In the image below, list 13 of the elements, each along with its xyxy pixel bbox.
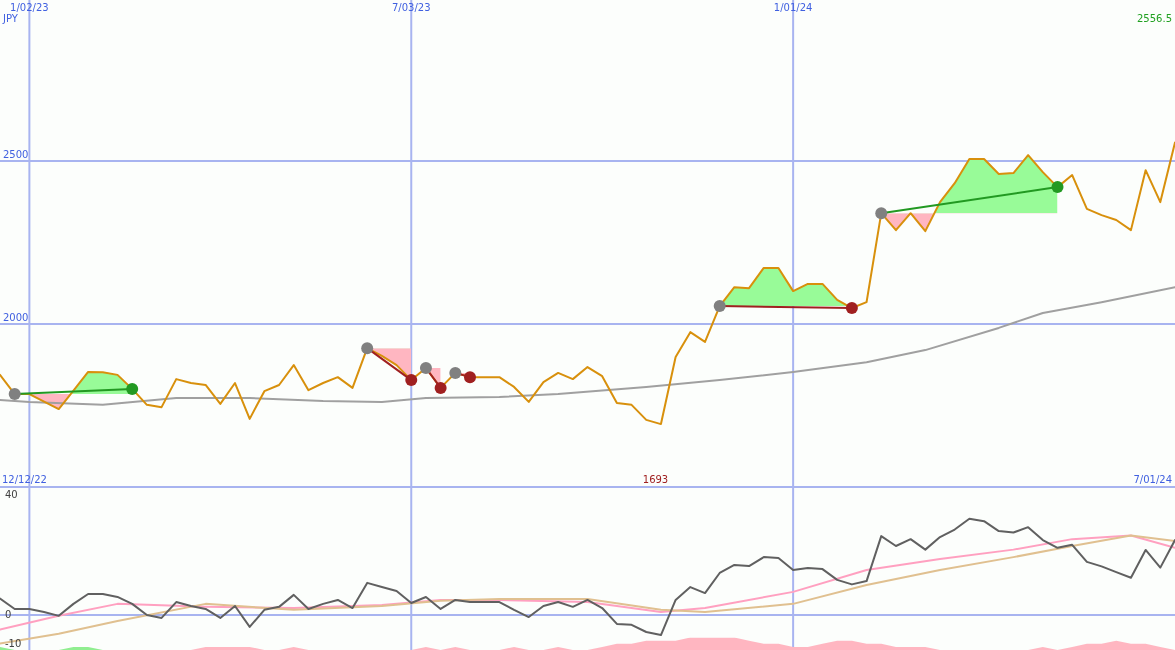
y-tick-label: 0 [5, 608, 12, 620]
x-tick-label: 1/02/23 [10, 2, 49, 13]
annotation: 2556.5 [1137, 13, 1172, 24]
line-series [0, 517, 1175, 637]
annotation: 7/01/24 [1133, 474, 1172, 485]
annotation: 1693 [642, 474, 669, 485]
annotation: 12/12/22 [2, 474, 47, 485]
y-tick-label: 2500 [3, 149, 29, 161]
y-tick-label: 40 [5, 489, 18, 501]
y-tick-label: 2000 [3, 312, 29, 324]
y-axis-title: JPY [2, 13, 19, 24]
x-tick-label: 1/01/24 [773, 2, 813, 13]
x-tick-label: 7/03/23 [391, 2, 431, 13]
